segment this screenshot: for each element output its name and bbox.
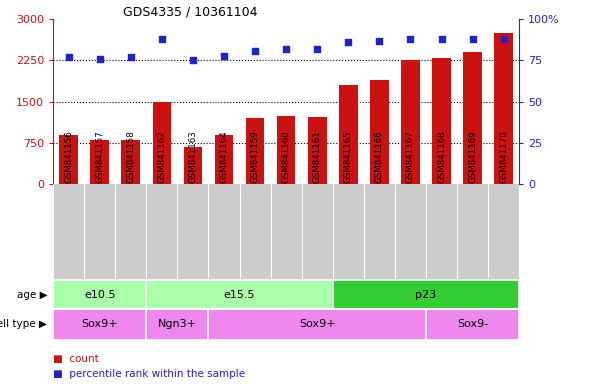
Bar [53,309,146,340]
Text: e10.5: e10.5 [84,290,116,300]
Text: Ngn3+: Ngn3+ [158,319,197,329]
Text: GDS4335 / 10361104: GDS4335 / 10361104 [123,5,257,18]
Point [281,46,291,52]
Text: Sox9-: Sox9- [457,319,488,329]
Text: p23: p23 [415,290,437,300]
Bar [60,135,78,184]
Point [313,46,322,52]
Point [95,56,104,62]
Text: ■  count: ■ count [53,354,99,364]
Bar [146,280,333,309]
Text: ■  percentile rank within the sample: ■ percentile rank within the sample [53,369,245,379]
Bar [183,147,202,184]
Bar [370,80,389,184]
Point [343,39,353,45]
Point [437,36,446,42]
Point [499,36,509,42]
Text: e15.5: e15.5 [224,290,255,300]
Bar [339,85,358,184]
Point [406,36,415,42]
Point [126,54,136,60]
Bar [426,309,519,340]
Point [219,53,229,59]
Bar [463,52,482,184]
Bar [215,135,233,184]
Point [157,36,166,42]
Point [250,48,260,54]
Bar [494,33,513,184]
Bar [401,61,419,184]
Bar [277,116,296,184]
Bar [246,118,264,184]
Text: Sox9+: Sox9+ [81,319,118,329]
Bar [432,58,451,184]
Point [375,38,384,44]
Point [64,54,73,60]
Point [188,58,198,64]
Point [468,36,477,42]
Text: cell type ▶: cell type ▶ [0,319,47,329]
Bar [53,280,146,309]
Text: Sox9+: Sox9+ [299,319,336,329]
Bar [90,140,109,184]
Bar [146,309,208,340]
Bar [333,280,519,309]
Bar [153,102,171,184]
Bar [308,117,326,184]
Bar [208,309,426,340]
Bar [122,140,140,184]
Text: age ▶: age ▶ [17,290,47,300]
